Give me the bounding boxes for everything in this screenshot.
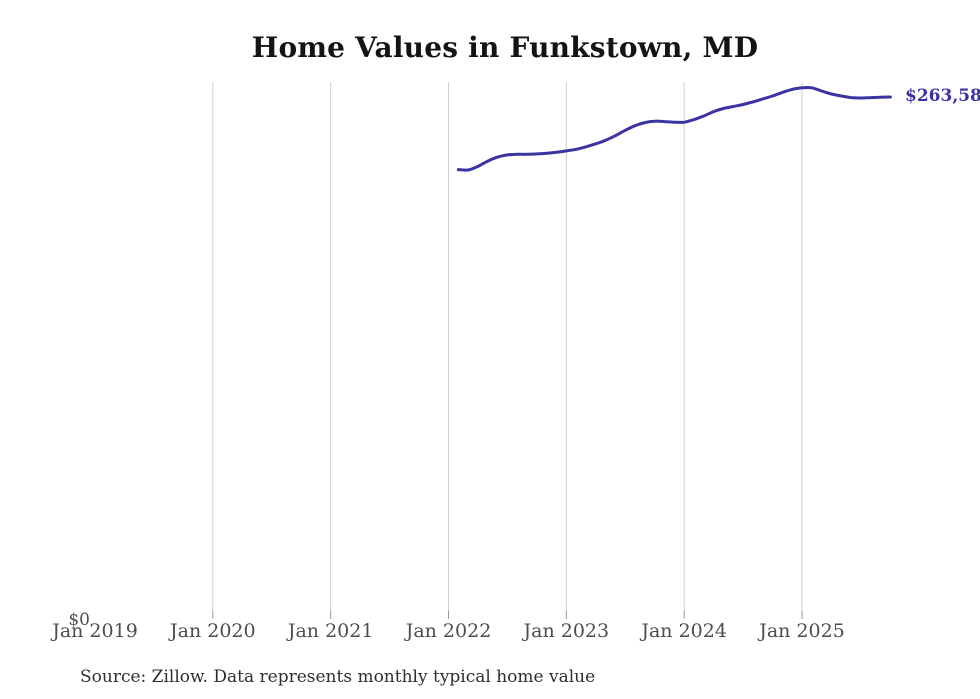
x-axis-tick-label: Jan 2020 xyxy=(170,620,256,642)
y-axis-zero-label: $0 xyxy=(68,610,90,630)
chart-title: Home Values in Funkstown, MD xyxy=(251,31,759,64)
home-value-line xyxy=(456,86,892,172)
x-axis-tick-label: Jan 2019 xyxy=(52,620,138,642)
x-axis-tick-label: Jan 2025 xyxy=(759,620,845,642)
x-axis-tick-label: Jan 2024 xyxy=(641,620,727,642)
source-note: Source: Zillow. Data represents monthly … xyxy=(80,667,596,687)
x-axis-tick-label: Jan 2021 xyxy=(287,620,374,642)
latest-value-label: $263,580 xyxy=(905,86,980,106)
gridline-group xyxy=(212,82,803,619)
x-axis-tick-label: Jan 2023 xyxy=(523,620,610,642)
x-axis-tick-label: Jan 2022 xyxy=(405,620,492,642)
